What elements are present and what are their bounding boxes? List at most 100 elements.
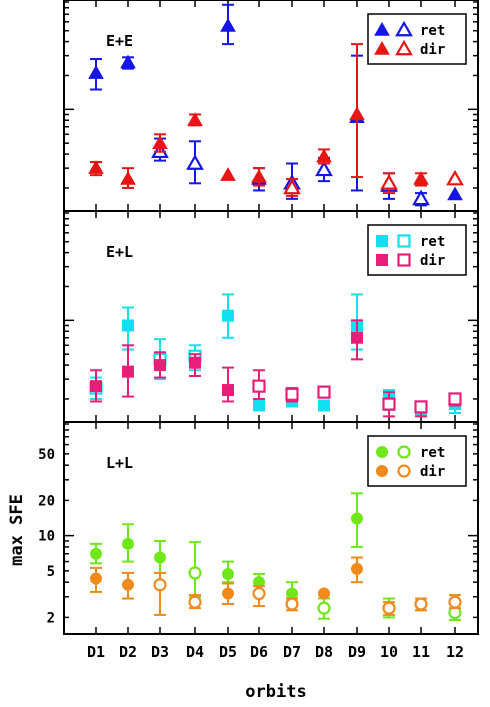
data-point-ret (318, 399, 330, 412)
legend-box (367, 224, 467, 276)
legend-marker-open (397, 464, 411, 478)
panel-title: L+L (106, 454, 133, 472)
data-point-ret (88, 65, 104, 79)
legend-marker-filled (374, 40, 390, 55)
legend-marker-open (395, 39, 413, 56)
legend-box (367, 435, 467, 487)
legend-marker-open (397, 234, 411, 248)
data-point-ret (220, 18, 236, 32)
data-point-dir (448, 392, 462, 406)
data-point-dir (317, 385, 331, 399)
x-tick-label: D5 (219, 643, 237, 661)
panel-title: E+L (106, 243, 133, 261)
y-tick-label: 2 (47, 610, 55, 626)
x-tick-label: D8 (315, 643, 333, 661)
data-point-dir (285, 387, 299, 401)
data-point-dir (90, 572, 102, 585)
legend-marker-open (397, 445, 411, 459)
y-tick-label: 5 (47, 564, 55, 580)
data-point-dir (222, 587, 234, 600)
data-point-ret (351, 512, 363, 525)
data-point-ret (90, 547, 102, 560)
data-point-dir (220, 167, 236, 181)
data-point-dir (380, 174, 398, 190)
data-point-dir (188, 595, 202, 609)
legend-label: dir (420, 464, 445, 480)
data-point-dir (88, 160, 104, 174)
data-point-dir (351, 562, 363, 575)
legend-marker-filled (376, 235, 388, 247)
data-point-dir (382, 397, 396, 411)
data-point-dir (382, 601, 396, 615)
y-tick-label: 10 (38, 529, 55, 545)
data-point-dir (153, 578, 167, 592)
x-tick-label: D9 (348, 643, 366, 661)
data-point-dir (120, 171, 136, 185)
data-point-dir (283, 178, 301, 195)
panel-title: E+E (106, 32, 133, 50)
y-axis-title: max SFE (7, 494, 27, 566)
legend-label: ret (420, 23, 445, 39)
data-point-dir (316, 148, 332, 163)
data-point-dir (318, 587, 330, 600)
data-point-dir (414, 400, 428, 414)
data-point-ret (188, 566, 202, 580)
data-point-ret (122, 537, 134, 550)
data-point-ret (317, 601, 331, 615)
legend-marker-filled (376, 446, 388, 458)
data-point-dir (349, 106, 365, 121)
legend-marker-filled (376, 465, 388, 477)
x-tick-label: 10 (380, 643, 398, 661)
data-point-dir (285, 597, 299, 611)
data-point-ret (222, 309, 234, 322)
x-tick-label: 12 (446, 643, 464, 661)
legend-label: ret (420, 445, 445, 461)
data-point-dir (122, 578, 134, 591)
data-point-dir (448, 595, 462, 609)
data-point-ret (286, 587, 298, 600)
legend-marker-filled (374, 21, 390, 36)
data-point-dir (251, 169, 267, 183)
y-tick-label: 20 (38, 493, 55, 509)
data-point-dir (122, 365, 134, 378)
data-point-ret (154, 551, 166, 564)
data-point-ret (412, 189, 430, 206)
data-point-dir (152, 135, 168, 149)
data-point-ret (315, 160, 333, 177)
x-tick-label: D3 (151, 643, 169, 661)
x-tick-label: D1 (87, 643, 105, 661)
data-point-dir (187, 112, 203, 126)
data-point-ret (222, 567, 234, 580)
data-point-dir (222, 384, 234, 397)
legend-marker-filled (376, 254, 388, 266)
data-point-dir (252, 586, 266, 601)
data-point-dir (351, 331, 363, 344)
x-tick-label: 11 (412, 643, 430, 661)
data-point-dir (446, 169, 464, 186)
data-point-dir (252, 379, 266, 393)
data-point-ret (120, 54, 136, 69)
legend-marker-open (395, 20, 413, 37)
data-point-dir (154, 359, 166, 372)
legend-label: dir (420, 253, 445, 269)
legend-label: ret (420, 234, 445, 250)
x-tick-label: D6 (250, 643, 268, 661)
y-tick-label: 50 (38, 447, 55, 463)
legend-marker-open (397, 253, 411, 267)
x-tick-label: D2 (119, 643, 137, 661)
legend-label: dir (420, 42, 445, 58)
x-tick-label: D4 (186, 643, 204, 661)
legend-box (367, 13, 467, 65)
data-point-ret (122, 319, 134, 332)
data-point-ret (447, 186, 463, 201)
data-point-dir (414, 597, 428, 611)
data-point-ret (253, 399, 265, 412)
x-tick-label: D7 (283, 643, 301, 661)
data-point-dir (413, 171, 429, 185)
data-point-dir (189, 356, 201, 369)
panel-frame-3 (63, 421, 479, 635)
x-axis-title: orbits (245, 682, 306, 702)
data-point-dir (90, 380, 102, 393)
data-point-ret (186, 154, 204, 170)
